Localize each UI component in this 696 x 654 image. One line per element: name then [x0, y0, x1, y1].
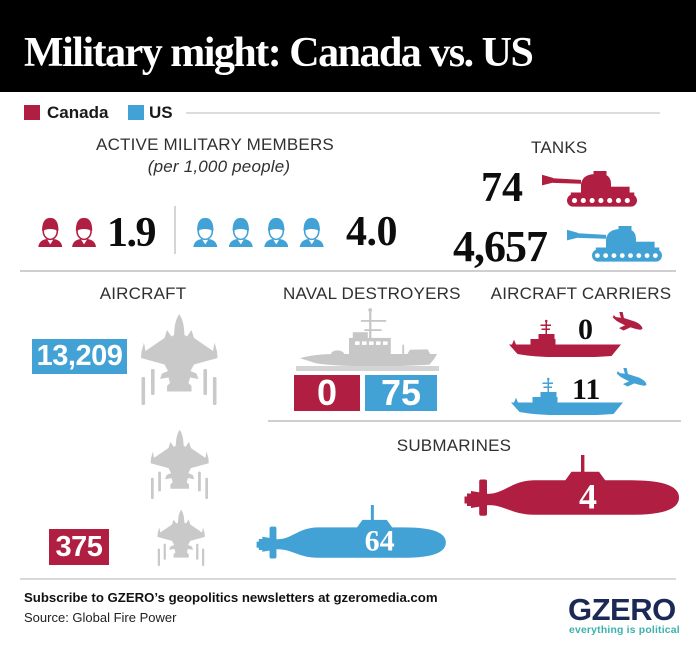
svg-text:64: 64 — [365, 524, 395, 557]
svg-text:4: 4 — [579, 477, 597, 517]
